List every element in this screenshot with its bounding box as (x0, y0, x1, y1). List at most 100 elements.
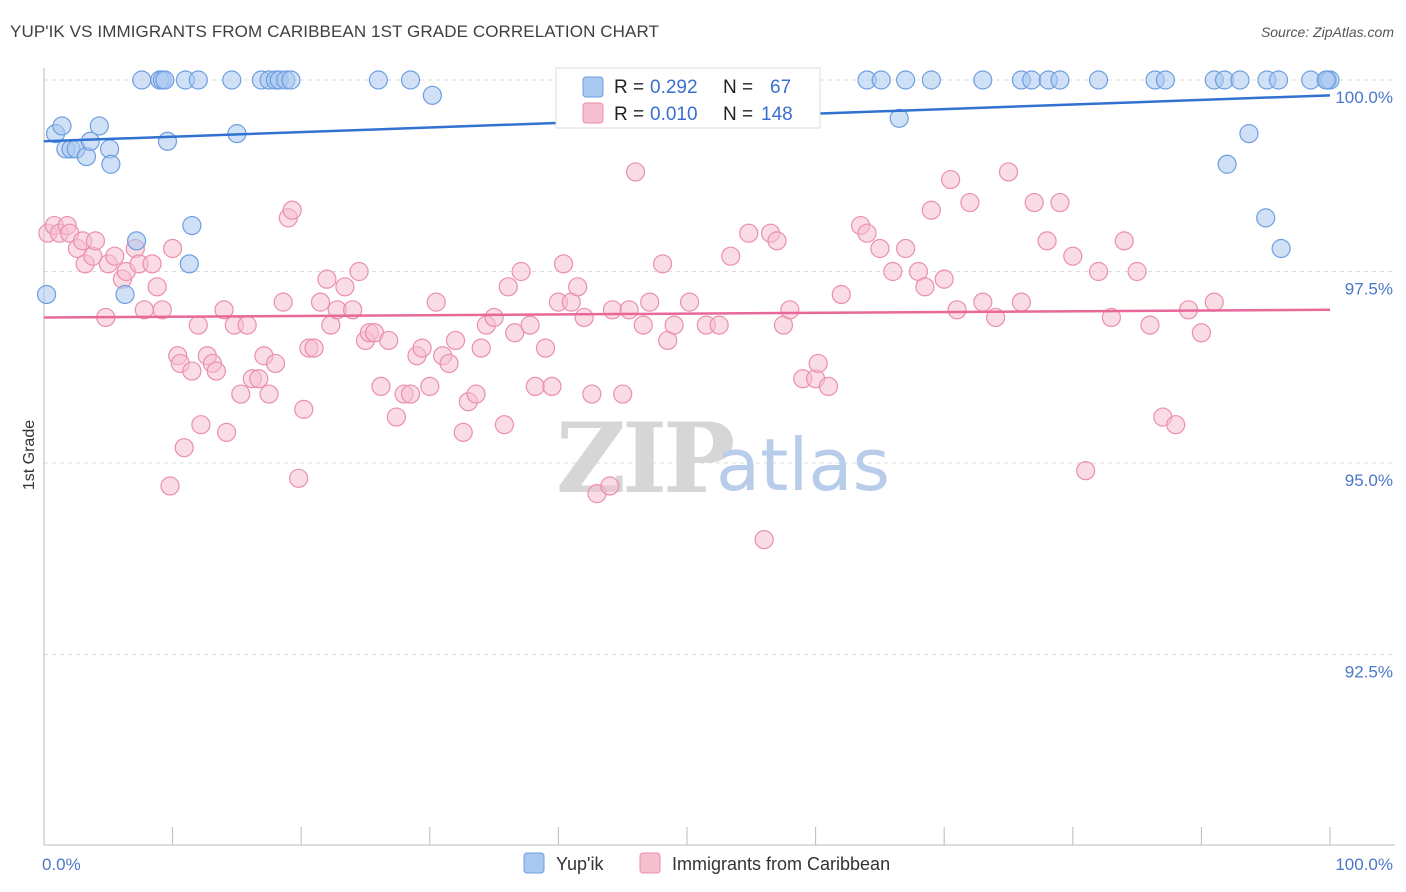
yupik-point-51 (1088, 70, 1109, 90)
bottom-legend-swatch-caribbean (639, 852, 661, 874)
series-caribbean-points (38, 162, 1224, 550)
caribbean-point-125 (934, 269, 954, 289)
caribbean-point-134 (1037, 231, 1057, 251)
caribbean-point-22 (163, 238, 183, 259)
caribbean-point-79 (505, 323, 525, 343)
caribbean-point-81 (520, 315, 540, 335)
caribbean-point-90 (582, 384, 602, 404)
caribbean-point-36 (237, 315, 257, 335)
caribbean-point-63 (400, 384, 421, 404)
caribbean-point-144 (1166, 415, 1186, 435)
caribbean-point-33 (217, 422, 237, 442)
caribbean-point-35 (231, 384, 251, 404)
chart-title: YUP'IK VS IMMIGRANTS FROM CARIBBEAN 1ST … (10, 22, 660, 41)
caribbean-point-89 (574, 307, 594, 328)
bottom-legend-label-yupik: Yup'ik (556, 854, 604, 874)
caribbean-point-71 (453, 422, 473, 442)
watermark: ZIP atlas (556, 402, 890, 515)
caribbean-point-54 (343, 300, 363, 320)
caribbean-point-83 (535, 338, 556, 358)
caribbean-point-92 (600, 476, 620, 496)
bottom-legend: Yup'ik Immigrants from Caribbean (523, 852, 890, 874)
caribbean-point-55 (349, 261, 369, 282)
caribbean-point-140 (1114, 231, 1134, 251)
yupik-point-0 (36, 284, 57, 305)
caribbean-point-70 (445, 330, 466, 351)
yupik-point-42 (871, 70, 891, 90)
caribbean-point-28 (191, 415, 211, 435)
caribbean-point-109 (767, 231, 787, 251)
chart-source: Source: ZipAtlas.com (1260, 24, 1394, 40)
legend-n-value-1: 67 (770, 77, 791, 98)
caribbean-point-80 (511, 261, 531, 282)
yupik-point-45 (921, 70, 941, 90)
yupik-point-17 (157, 131, 178, 151)
caribbean-point-96 (625, 162, 646, 182)
caribbean-point-126 (941, 169, 961, 190)
legend-n-label-1: N = (723, 77, 753, 98)
caribbean-point-74 (471, 338, 491, 358)
yupik-point-65 (1271, 238, 1291, 259)
y-tick-label-3: 92.5% (1345, 663, 1393, 682)
yupik-point-30 (368, 70, 388, 90)
watermark-zip: ZIP (556, 402, 733, 515)
caribbean-point-138 (1088, 261, 1109, 282)
caribbean-point-88 (568, 277, 588, 297)
yupik-point-63 (1239, 124, 1259, 144)
yupik-point-44 (896, 70, 916, 90)
caribbean-point-31 (206, 361, 226, 381)
caribbean-point-67 (426, 292, 446, 312)
caribbean-point-69 (439, 353, 459, 374)
caribbean-point-111 (780, 300, 800, 320)
grid (44, 79, 1395, 655)
caribbean-point-27 (188, 315, 208, 335)
yupik-point-20 (182, 215, 202, 236)
caribbean-point-59 (371, 376, 391, 396)
caribbean-point-26 (182, 361, 202, 381)
caribbean-point-86 (553, 254, 574, 274)
caribbean-point-137 (1076, 461, 1096, 481)
caribbean-point-118 (857, 223, 877, 243)
axes (43, 68, 1395, 846)
yupik-point-31 (400, 70, 421, 90)
caribbean-point-46 (294, 399, 314, 419)
caribbean-point-42 (273, 292, 293, 312)
bottom-legend-label-caribbean: Immigrants from Caribbean (672, 854, 890, 874)
caribbean-point-147 (1204, 292, 1224, 312)
caribbean-point-123 (915, 277, 935, 297)
yupik-point-13 (132, 70, 152, 90)
y-tick-labels: 100.0% 97.5% 95.0% 92.5% (1335, 88, 1393, 682)
yupik-point-50 (1050, 70, 1070, 90)
yupik-point-58 (1268, 70, 1289, 90)
legend-r-label-1: R = (614, 77, 644, 98)
caribbean-point-129 (973, 292, 993, 312)
y-tick-label-2: 95.0% (1345, 471, 1393, 490)
caribbean-point-21 (160, 476, 180, 496)
caribbean-point-19 (147, 277, 167, 297)
yupik-point-48 (1022, 70, 1042, 90)
yupik-point-46 (973, 70, 993, 90)
caribbean-point-84 (542, 376, 562, 396)
yupik-point-66 (1217, 154, 1237, 174)
caribbean-point-41 (265, 353, 286, 374)
caribbean-point-139 (1101, 307, 1121, 328)
caribbean-point-116 (831, 284, 851, 305)
caribbean-point-82 (525, 376, 545, 396)
yupik-point-32 (422, 85, 442, 105)
caribbean-point-20 (152, 300, 172, 320)
yupik-point-22 (222, 70, 242, 90)
yupik-point-10 (101, 154, 121, 174)
caribbean-point-127 (947, 300, 967, 320)
caribbean-point-119 (870, 238, 890, 259)
caribbean-point-50 (317, 269, 337, 289)
yupik-point-53 (1155, 70, 1175, 90)
yupik-point-8 (89, 116, 109, 136)
caribbean-point-124 (921, 200, 941, 220)
caribbean-point-97 (633, 315, 653, 335)
caribbean-point-95 (619, 300, 639, 320)
caribbean-point-114 (808, 353, 828, 374)
caribbean-point-107 (754, 529, 774, 550)
caribbean-point-48 (304, 338, 324, 358)
caribbean-point-66 (420, 376, 440, 396)
legend-r-value-1: 0.292 (650, 77, 698, 98)
